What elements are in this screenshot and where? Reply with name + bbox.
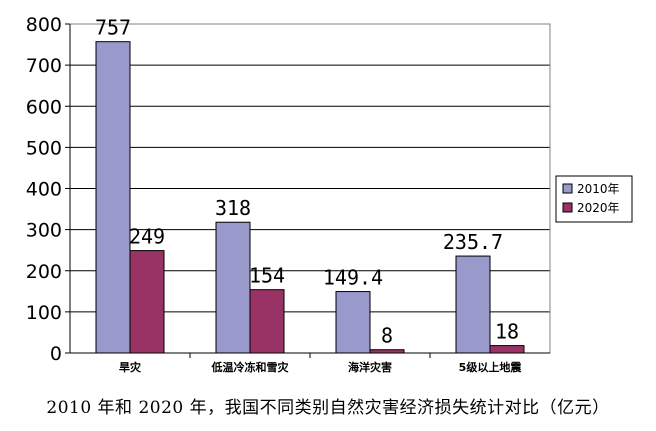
y-tick-label: 700 [26,55,62,77]
data-label: 18 [495,320,519,344]
data-labels: 757 249 318 154 149.4 8 235.7 18 [95,16,519,348]
bar [215,221,251,354]
data-label: 235.7 [443,230,503,254]
y-tick-label: 800 [26,14,62,36]
y-tick-label: 0 [50,343,62,365]
y-tick-label: 300 [26,220,62,242]
bar-chart: 0 100 200 300 400 500 600 700 800 旱灾 低温冷冻和雪灾 海洋灾害 5级… [26,14,633,374]
axes: 0 100 200 300 400 500 600 700 800 旱灾 低温冷冻和雪灾 海洋灾害 5级… [26,14,551,374]
data-label: 149.4 [323,266,383,290]
y-tick-label: 200 [26,261,62,283]
bar [249,289,285,354]
data-label: 249 [129,225,165,249]
legend-swatch [562,183,573,194]
x-tick-label: 低温冷冻和雪灾 [211,360,290,374]
data-label: 318 [215,196,251,220]
data-label: 8 [381,324,393,348]
y-tick-label: 500 [26,137,62,159]
bar [489,345,525,354]
legend-swatch [562,202,573,213]
bar [335,291,371,354]
x-tick-label: 5级以上地震 [459,360,523,374]
bars [95,41,525,354]
data-label: 757 [95,16,131,40]
bar [129,250,165,354]
legend-label: 2020年 [577,201,620,215]
legend-label: 2010年 [577,182,620,196]
y-tick-label: 400 [26,179,62,201]
bar [95,41,131,354]
bar [455,255,491,354]
y-tick-label: 600 [26,96,62,118]
chart-caption: 2010 年和 2020 年，我国不同类别自然灾害经济损失统计对比（亿元） [46,398,610,418]
y-tick-label: 100 [26,302,62,324]
x-tick-label: 海洋灾害 [348,360,392,374]
legend: 2010年 2020年 [555,175,633,223]
x-tick-label: 旱灾 [119,360,142,374]
data-label: 154 [249,264,285,288]
